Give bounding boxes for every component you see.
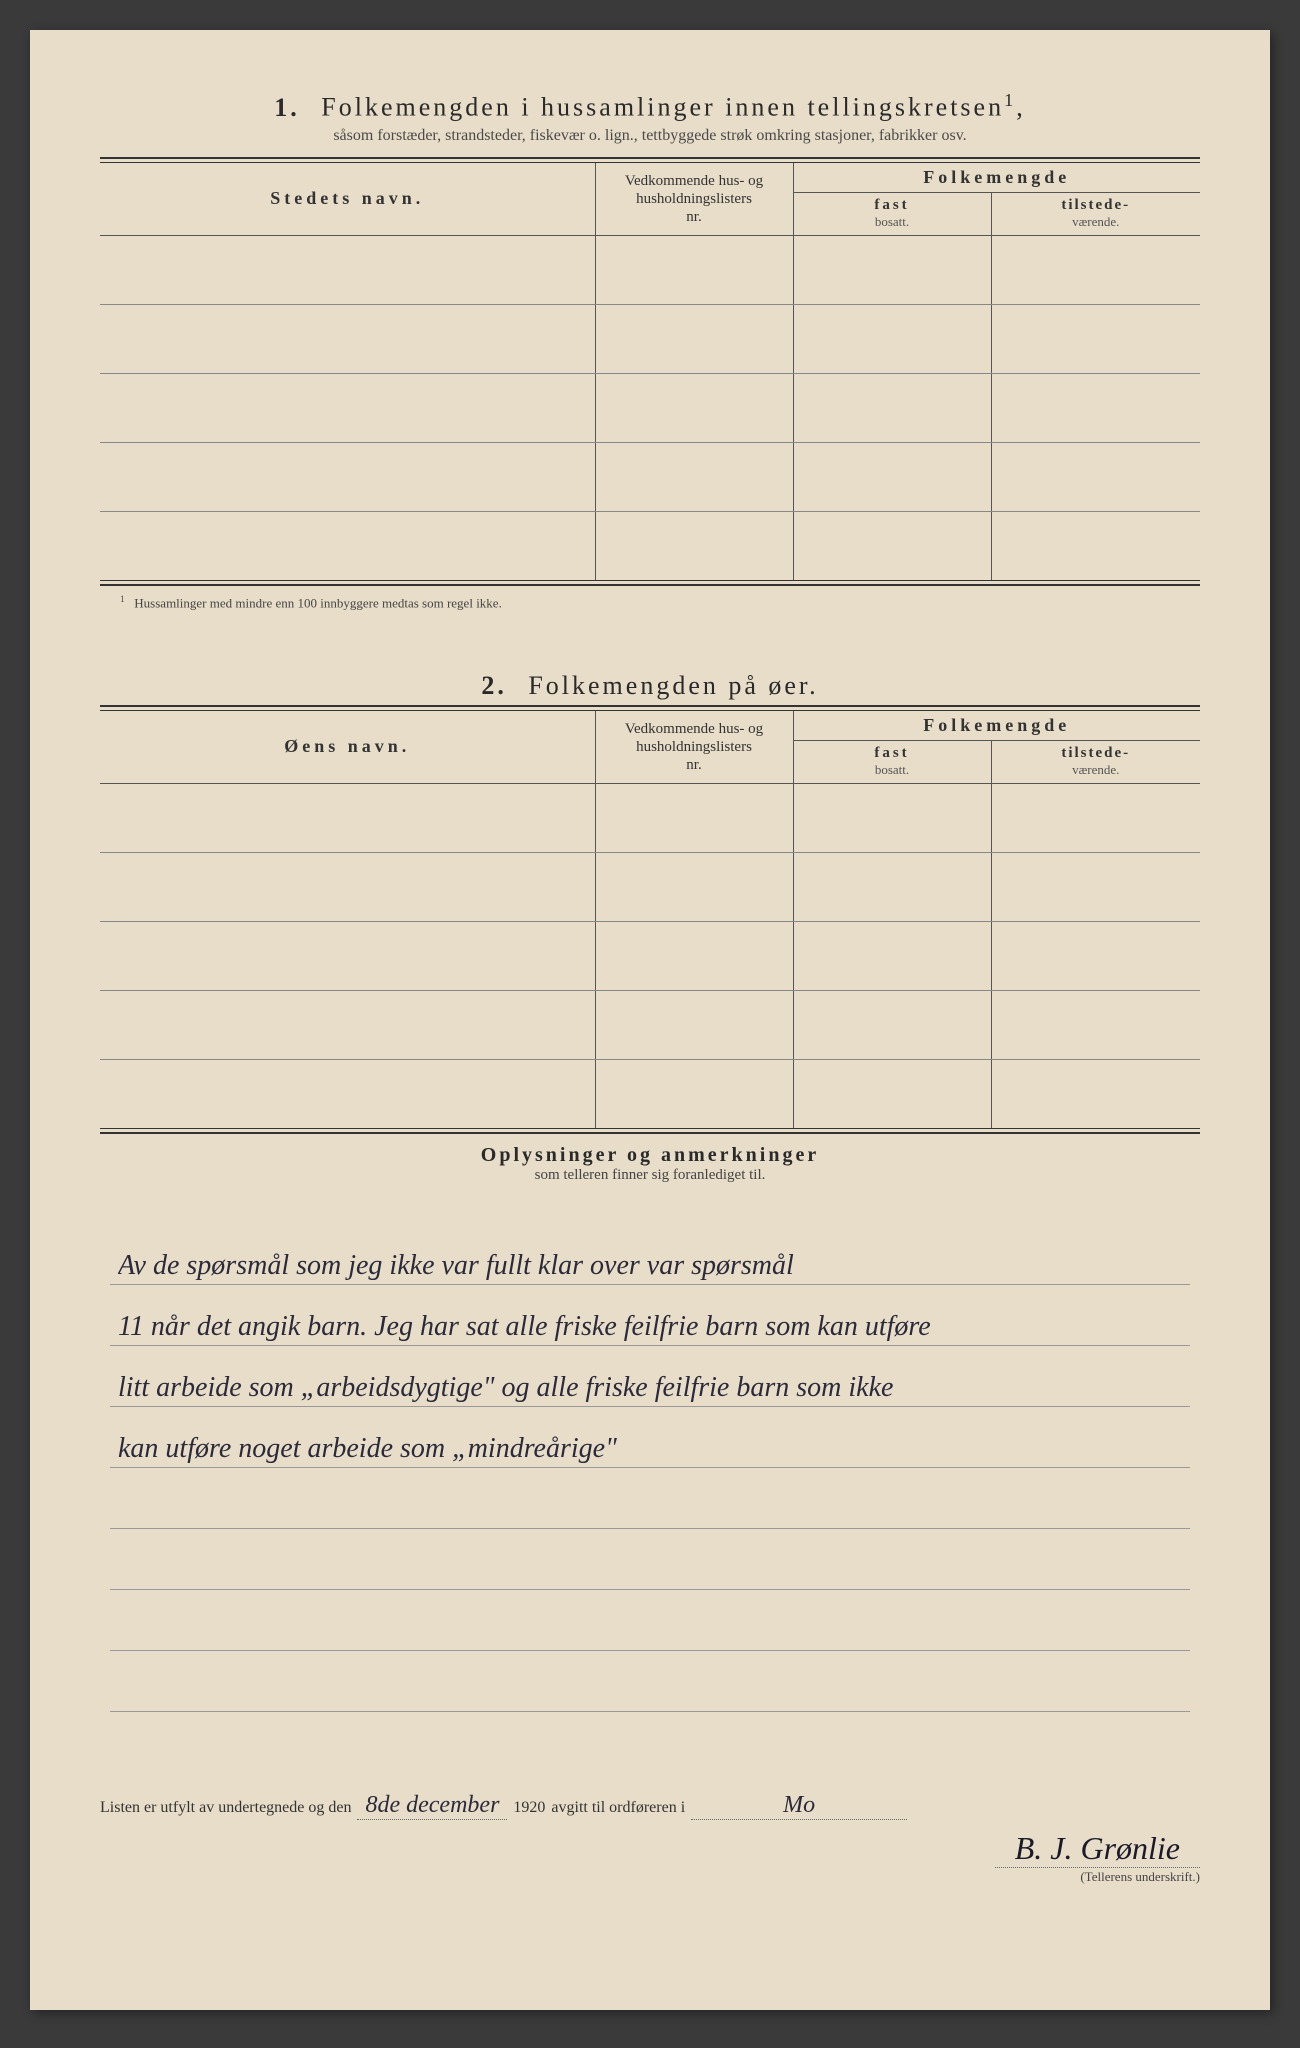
sig-place: Mo [691, 1792, 907, 1820]
table-cell [991, 783, 1200, 852]
table-cell [100, 442, 595, 511]
table-cell [793, 852, 991, 921]
table-cell [991, 990, 1200, 1059]
col-ref: Vedkommende hus- og husholdningslisters … [595, 711, 793, 784]
col-tilstede: tilstede- værende. [991, 192, 1200, 235]
table-cell [100, 990, 595, 1059]
table-cell [991, 304, 1200, 373]
section2-number: 2. [481, 671, 507, 700]
table-cell [595, 921, 793, 990]
table-cell [991, 921, 1200, 990]
section1-sup: 1 [1004, 90, 1016, 110]
table-cell [100, 921, 595, 990]
table-cell [793, 442, 991, 511]
table-cell [991, 235, 1200, 304]
table-cell [595, 442, 793, 511]
table-cell [793, 921, 991, 990]
section1-title-text: Folkemengden i hussamlinger innen tellin… [321, 93, 1004, 122]
col-folkemengde: Folkemengde [793, 163, 1200, 193]
sig-mid: avgitt til ordføreren i [551, 1799, 685, 1817]
signature-line: Listen er utfylt av undertegnede og den … [100, 1792, 1200, 1820]
table-cell [991, 852, 1200, 921]
signature-block: B. J. Grønlie (Tellerens underskrift.) [100, 1830, 1200, 1886]
sig-prefix: Listen er utfylt av undertegnede og den [100, 1799, 351, 1817]
table-cell [595, 852, 793, 921]
table-cell [793, 511, 991, 580]
col-tilstede: tilstede- værende. [991, 740, 1200, 783]
table-cell [595, 235, 793, 304]
col-fast: fast bosatt. [793, 740, 991, 783]
col-oens-navn: Øens navn. [100, 711, 595, 784]
table-cell [793, 990, 991, 1059]
sig-date: 8de december [357, 1792, 507, 1820]
table-cell [793, 373, 991, 442]
col-fast: fast bosatt. [793, 192, 991, 235]
section1-title: 1. Folkemengden i hussamlinger innen tel… [100, 90, 1200, 123]
table-cell [991, 511, 1200, 580]
table-cell [595, 511, 793, 580]
section1-table: Stedets navn. Vedkommende hus- og hushol… [100, 163, 1200, 580]
table-cell [595, 783, 793, 852]
col-stedets-navn: Stedets navn. [100, 163, 595, 236]
handwritten-remark: 11 når det angik barn. Jeg har sat alle … [118, 1311, 1182, 1343]
table-cell [991, 1059, 1200, 1128]
handwritten-remark: kan utføre noget arbeide som „mindreårig… [118, 1433, 1182, 1465]
table-cell [100, 304, 595, 373]
col-folkemengde: Folkemengde [793, 711, 1200, 741]
table-cell [100, 852, 595, 921]
section2-title-text: Folkemengden på øer. [528, 671, 818, 700]
writing-line: kan utføre noget arbeide som „mindreårig… [110, 1407, 1190, 1468]
section2-title: 2. Folkemengden på øer. [100, 671, 1200, 701]
table-cell [793, 1059, 991, 1128]
table-cell [100, 783, 595, 852]
section1-number: 1. [274, 93, 300, 122]
handwritten-remark: litt arbeide som „arbeidsdygtige" og all… [118, 1372, 1182, 1404]
table-cell [100, 511, 595, 580]
signature-name: B. J. Grønlie [995, 1830, 1200, 1868]
remarks-subtitle: som telleren finner sig foranlediget til… [100, 1167, 1200, 1184]
signature-label: (Tellerens underskrift.) [1080, 1869, 1200, 1884]
table-cell [793, 783, 991, 852]
table-cell [100, 373, 595, 442]
table-cell [595, 373, 793, 442]
section1-subtitle: såsom forstæder, strandsteder, fiskevær … [100, 127, 1200, 145]
section1-footnote: 1 Hussamlinger med mindre enn 100 innbyg… [120, 594, 1200, 611]
writing-line [110, 1651, 1190, 1712]
table-cell [595, 304, 793, 373]
writing-line [110, 1468, 1190, 1529]
remarks-title: Oplysninger og anmerkninger [100, 1144, 1200, 1167]
writing-line: 11 når det angik barn. Jeg har sat alle … [110, 1285, 1190, 1346]
table-cell [595, 990, 793, 1059]
table-cell [793, 304, 991, 373]
table-cell [100, 1059, 595, 1128]
col-ref: Vedkommende hus- og husholdningslisters … [595, 163, 793, 236]
table-cell [793, 235, 991, 304]
writing-line: litt arbeide som „arbeidsdygtige" og all… [110, 1346, 1190, 1407]
rule [100, 580, 1200, 586]
writing-line [110, 1529, 1190, 1590]
sig-year: 1920 [513, 1799, 545, 1817]
table-cell [595, 1059, 793, 1128]
remarks-lines: Av de spørsmål som jeg ikke var fullt kl… [110, 1224, 1190, 1712]
handwritten-remark: Av de spørsmål som jeg ikke var fullt kl… [118, 1250, 1182, 1282]
table-cell [991, 373, 1200, 442]
writing-line: Av de spørsmål som jeg ikke var fullt kl… [110, 1224, 1190, 1285]
table-cell [100, 235, 595, 304]
section2-table: Øens navn. Vedkommende hus- og husholdni… [100, 711, 1200, 1128]
table-cell [991, 442, 1200, 511]
census-form-page: 1. Folkemengden i hussamlinger innen tel… [30, 30, 1270, 2010]
rule [100, 1128, 1200, 1134]
writing-line [110, 1590, 1190, 1651]
